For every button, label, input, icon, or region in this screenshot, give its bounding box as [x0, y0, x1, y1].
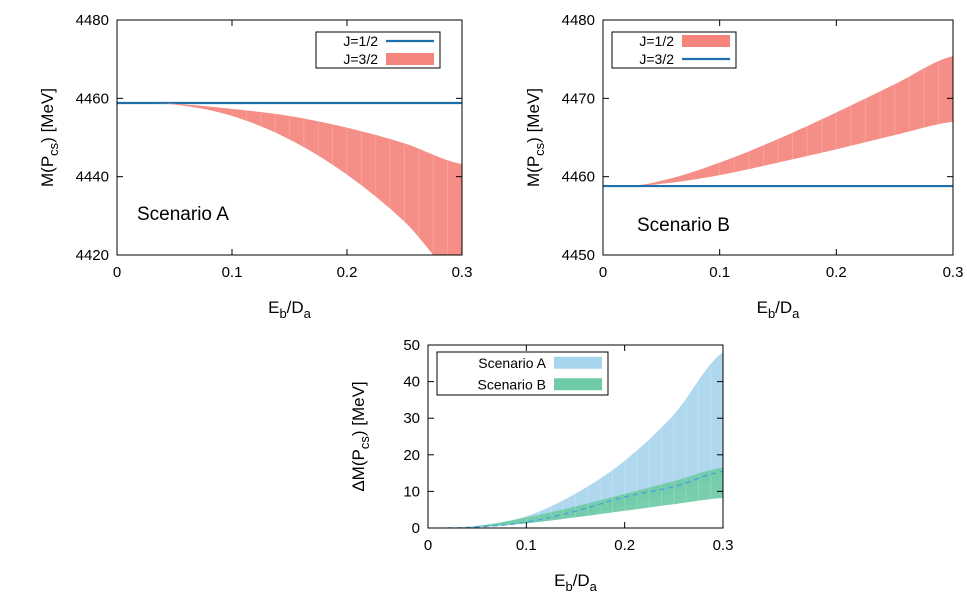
x-tick-label: 0.3: [713, 537, 734, 554]
x-axis-label: Eb/Da: [757, 298, 801, 321]
legend-entry-label: J=3/2: [343, 51, 378, 67]
y-tick-label: 4440: [76, 169, 109, 186]
y-tick-label: 4450: [562, 247, 595, 264]
legend-swatch: [386, 53, 434, 65]
plot-frame: [602, 19, 954, 256]
y-axis-label: ΔM(Pcs) [MeV]: [349, 381, 372, 491]
x-tick-label: 0: [424, 537, 432, 554]
legend-swatch: [682, 35, 730, 47]
legend-entry-label: J=3/2: [639, 51, 674, 67]
x-axis-label: Eb/Da: [554, 571, 598, 594]
x-tick-label: 0.2: [826, 264, 847, 281]
legend-entry-label: J=1/2: [343, 33, 378, 49]
y-tick-label: 4420: [76, 247, 109, 264]
panel-mass-difference: 0 0.1 0.2 0.3 0 10 20 30 40 50 Eb/Da ΔM(Pcs) [MeV] S…: [349, 337, 733, 594]
panel-scenario-b: 0 0.1 0.2 0.3 4450 4460 4470 4480 Eb/Da M(Pcs) [M…: [524, 12, 963, 321]
y-tick-label: 10: [403, 483, 420, 500]
legend-swatch: [554, 378, 602, 391]
band-scenario-a: [447, 352, 723, 528]
band-scenario-b: [447, 467, 723, 528]
legend-swatch: [554, 356, 602, 369]
plot-frame: [116, 19, 463, 256]
legend: Scenario A Scenario B: [436, 351, 609, 396]
plot-frame: [427, 344, 724, 529]
y-tick-label: 4460: [76, 90, 109, 107]
plot-area: [447, 352, 723, 528]
legend-entry-label: J=1/2: [639, 33, 674, 49]
x-tick-label: 0.3: [452, 264, 473, 281]
x-tick-label: 0.1: [516, 537, 537, 554]
x-tick-label: 0.2: [614, 537, 635, 554]
x-tick-label: 0: [599, 264, 607, 281]
x-tick-label: 0.3: [943, 264, 964, 281]
plot-area: [603, 56, 953, 188]
y-tick-label: 4480: [562, 12, 595, 29]
x-tick-label: 0.1: [709, 264, 730, 281]
legend: J=1/2 J=3/2: [315, 31, 441, 69]
y-tick-label: 0: [412, 520, 420, 537]
y-tick-label: 50: [403, 337, 420, 354]
band-j-1-2: [626, 56, 953, 187]
x-tick-label: 0.1: [222, 264, 243, 281]
legend-entry-label: Scenario B: [478, 376, 546, 392]
y-axis-label: M(Pcs) [MeV]: [38, 88, 61, 187]
x-axis-label: Eb/Da: [268, 298, 312, 321]
legend: J=1/2 J=3/2: [611, 31, 737, 69]
y-tick-label: 40: [403, 374, 420, 391]
y-tick-label: 4460: [562, 169, 595, 186]
scenario-annotation: Scenario B: [637, 215, 730, 236]
x-tick-label: 0: [113, 264, 121, 281]
dashed-central-line: [447, 470, 723, 528]
y-tick-label: 20: [403, 447, 420, 464]
plot-area: [117, 101, 462, 255]
y-tick-label: 4480: [76, 12, 109, 29]
scenario-annotation: Scenario A: [137, 204, 229, 225]
y-tick-label: 30: [403, 410, 420, 427]
y-axis-label: M(Pcs) [MeV]: [524, 88, 547, 187]
legend-entry-label: Scenario A: [478, 355, 546, 371]
x-tick-label: 0.2: [337, 264, 358, 281]
band-j-3-2: [140, 103, 462, 255]
y-tick-label: 4470: [562, 90, 595, 107]
panel-scenario-a: 0 0.1 0.2 0.3 4420 4440 4460 4480 Eb/Da M(Pcs) [M…: [38, 12, 472, 321]
